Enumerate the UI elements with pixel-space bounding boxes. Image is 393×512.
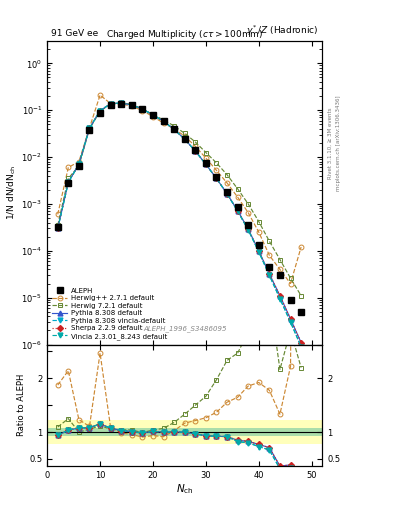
Text: ALEPH_1996_S3486095: ALEPH_1996_S3486095: [143, 326, 226, 332]
Legend: ALEPH, Herwig++ 2.7.1 default, Herwig 7.2.1 default, Pythia 8.308 default, Pythi: ALEPH, Herwig++ 2.7.1 default, Herwig 7.…: [49, 285, 170, 343]
Text: mcplots.cern.ch [arXiv:1306.3436]: mcplots.cern.ch [arXiv:1306.3436]: [336, 96, 341, 191]
Title: Charged Multiplicity ($c\tau > 100$mm): Charged Multiplicity ($c\tau > 100$mm): [106, 28, 263, 41]
Text: Rivet 3.1.10, ≥ 3M events: Rivet 3.1.10, ≥ 3M events: [328, 108, 333, 179]
Text: $\gamma^*/Z$ (Hadronic): $\gamma^*/Z$ (Hadronic): [246, 24, 318, 38]
Text: 91 GeV ee: 91 GeV ee: [51, 29, 98, 38]
Y-axis label: 1/N dN/dN$_{\mathsf{ch}}$: 1/N dN/dN$_{\mathsf{ch}}$: [6, 165, 18, 221]
X-axis label: $N_{\mathsf{ch}}$: $N_{\mathsf{ch}}$: [176, 482, 194, 496]
Y-axis label: Ratio to ALEPH: Ratio to ALEPH: [17, 374, 26, 436]
